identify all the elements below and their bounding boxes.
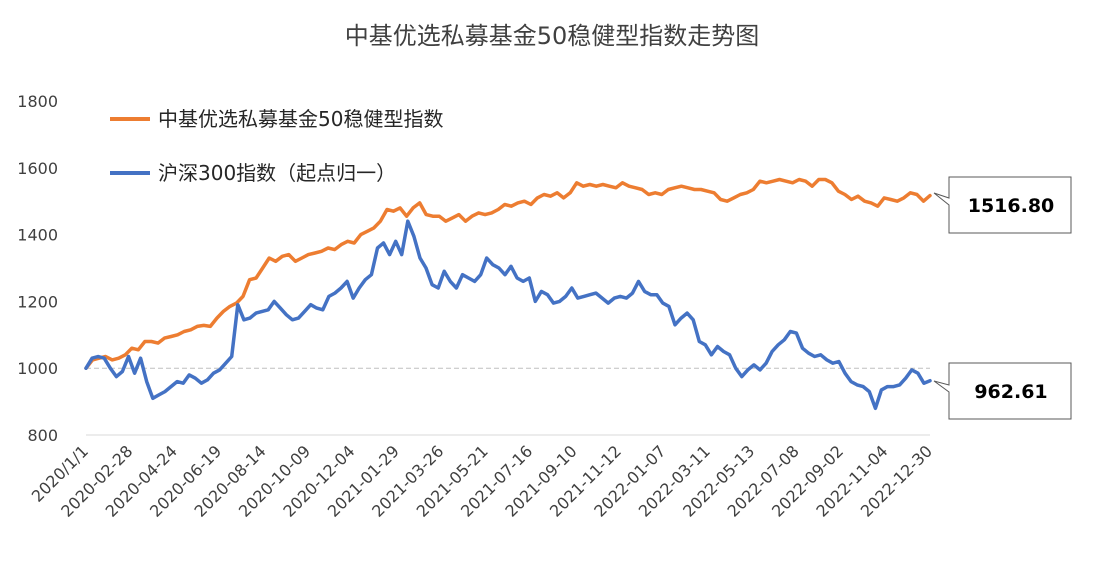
y-tick-label: 1800: [17, 92, 58, 111]
y-tick-label: 1200: [17, 292, 58, 311]
last-value-callout-csi300: 962.61: [933, 362, 1072, 420]
y-tick-label: 800: [27, 426, 58, 445]
last-value-callout-fund: 1516.80: [933, 176, 1072, 234]
series-line-fund-index: [84, 177, 932, 370]
y-tick-label: 1600: [17, 159, 58, 178]
series-line-csi300: [84, 219, 932, 411]
y-tick-label: 1400: [17, 226, 58, 245]
legend-label-fund-index: 中基优选私募基金50稳健型指数: [158, 107, 443, 131]
y-axis: 800 1000 1200 1400 1600 1800: [17, 92, 58, 445]
x-axis: 2020/1/12020-02-282020-04-242020-06-1920…: [28, 442, 936, 521]
legend: 中基优选私募基金50稳健型指数 沪深300指数（起点归一）: [110, 107, 443, 185]
chart-title: 中基优选私募基金50稳健型指数走势图: [345, 22, 760, 50]
series-lines: [84, 177, 932, 411]
last-value-label-fund: 1516.80: [968, 195, 1055, 217]
y-tick-label: 1000: [17, 359, 58, 378]
legend-label-csi300: 沪深300指数（起点归一）: [158, 161, 396, 185]
last-value-label-csi300: 962.61: [974, 381, 1047, 403]
